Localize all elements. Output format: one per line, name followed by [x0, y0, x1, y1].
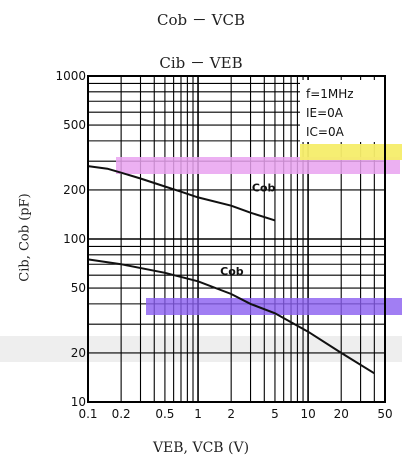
x-tick-label: 50	[377, 407, 392, 421]
y-tick-label: 100	[63, 232, 86, 246]
highlight-yellow	[300, 144, 402, 160]
x-axis-label: VEB, VCB (V)	[152, 440, 250, 456]
x-tick-label: 1	[194, 407, 202, 421]
y-tick-label: 500	[63, 118, 86, 132]
y-tick-label: 50	[71, 281, 86, 295]
series-line-1	[87, 165, 276, 222]
y-tick-label: 10	[71, 395, 86, 409]
curves	[87, 165, 375, 375]
labels: CobCobf=1MHzIE=0AIC=0A102050100200500100…	[55, 69, 392, 421]
condition-label: IE=0A	[306, 106, 344, 120]
condition-label: IC=0A	[306, 125, 345, 139]
y-tick-label: 1000	[55, 69, 86, 83]
x-tick-label: 20	[334, 407, 349, 421]
y-tick-label: 20	[71, 346, 86, 360]
highlights	[116, 80, 402, 315]
conditions-box	[300, 80, 384, 142]
series-line-2	[87, 258, 375, 375]
x-tick-label: 0.1	[78, 407, 97, 421]
x-tick-label: 0.5	[155, 407, 174, 421]
x-tick-label: 0.2	[112, 407, 131, 421]
series-label: Cob	[220, 265, 244, 278]
y-tick-label: 200	[63, 183, 86, 197]
condition-label: f=1MHz	[306, 87, 354, 101]
highlight-magenta	[116, 157, 400, 174]
series-label: Cob	[252, 182, 276, 195]
x-tick-label: 10	[300, 407, 315, 421]
chart-title-cib: Cib － VEB	[159, 54, 243, 72]
highlight-violet	[146, 298, 402, 315]
plot-frame	[87, 75, 386, 403]
x-tick-label: 2	[227, 407, 235, 421]
y-axis-label: Cib, Cob (pF)	[17, 193, 33, 282]
chart-title-cob: Cob － VCB	[157, 11, 245, 29]
x-tick-label: 5	[271, 407, 279, 421]
